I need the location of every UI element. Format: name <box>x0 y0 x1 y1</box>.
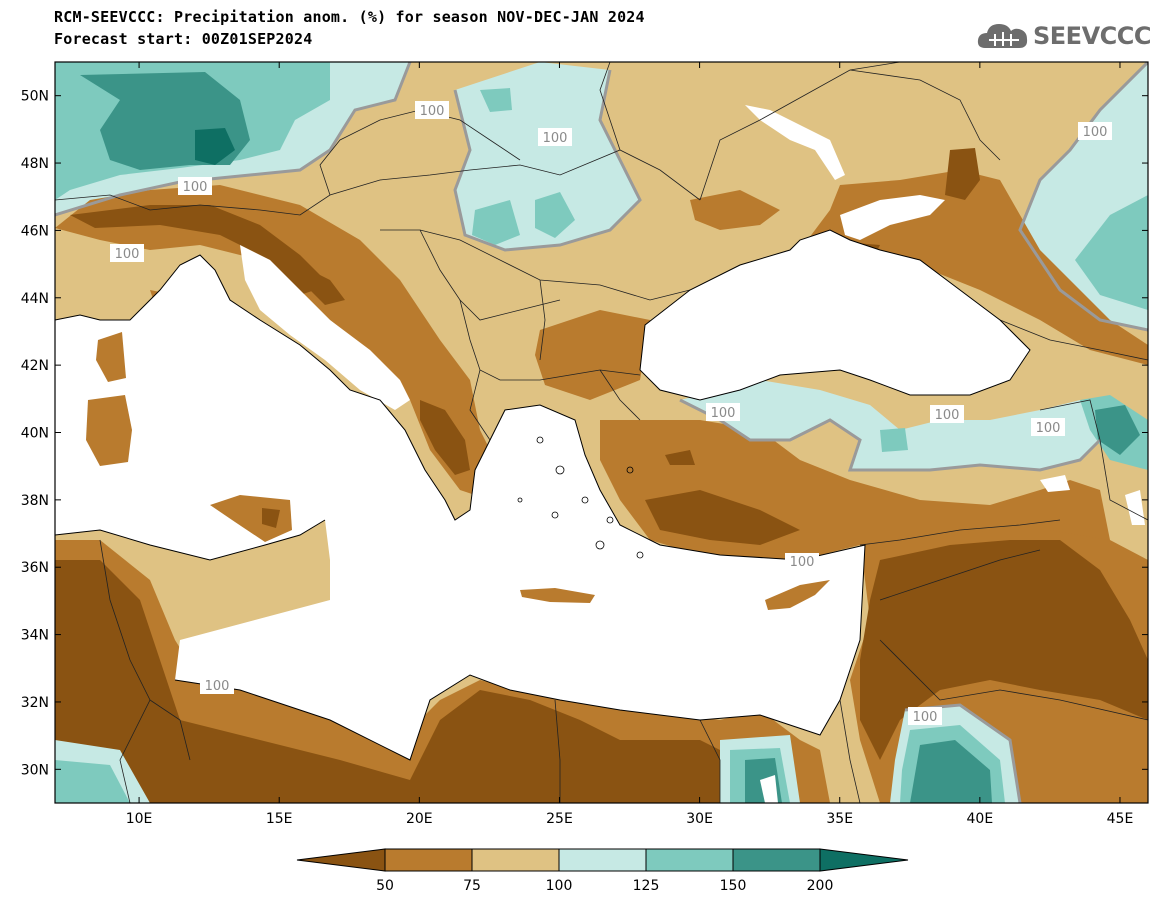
lon-label: 25E <box>546 811 573 827</box>
contour-label-box <box>908 707 942 725</box>
contour-label-box <box>1078 122 1112 140</box>
contour-label: 100 <box>711 406 736 421</box>
lon-label: 20E <box>406 811 433 827</box>
colorbar-label: 75 <box>463 878 481 894</box>
contour-label: 100 <box>183 180 208 195</box>
contour-label-box <box>415 101 449 119</box>
field-below-50-levant <box>860 540 1148 760</box>
contour-label-box <box>1031 418 1065 436</box>
contour-label: 100 <box>420 104 445 119</box>
colorbar: 50 75 100 125 150 200 <box>296 848 909 894</box>
colorbar-label: 200 <box>807 878 834 894</box>
lat-label: 38N <box>21 493 49 509</box>
colorbar-50-75 <box>384 848 473 872</box>
contour-label-box <box>930 405 964 423</box>
colorbar-75-100 <box>471 848 560 872</box>
forecast-start: Forecast start: 00Z01SEP2024 <box>54 30 313 48</box>
aegean-islands <box>517 436 644 559</box>
lat-label: 34N <box>21 628 49 644</box>
contour-label: 100 <box>913 710 938 725</box>
field-below-50-alps <box>70 205 330 295</box>
lon-label: 30E <box>686 811 713 827</box>
field-150-200-arabia <box>745 740 992 803</box>
lat-label: 50N <box>21 89 49 105</box>
contour-label: 100 <box>935 408 960 423</box>
lon-label: 40E <box>967 811 994 827</box>
colorbar-125-150 <box>645 848 734 872</box>
colorbar-150-200 <box>732 848 821 872</box>
colorbar-label: 125 <box>633 878 660 894</box>
lat-label: 32N <box>21 695 49 711</box>
field-100-125-turkey-north <box>680 380 1100 470</box>
lat-label: 46N <box>21 223 49 239</box>
lat-label: 36N <box>21 560 49 576</box>
colorbar-label: 150 <box>720 878 747 894</box>
colorbar-above-200 <box>819 848 909 872</box>
contour-label: 100 <box>1036 421 1061 436</box>
contour-label: 100 <box>205 679 230 694</box>
field-150-200-turkey-east <box>1095 405 1140 455</box>
contour-label-box <box>706 403 740 421</box>
logo-text: SEEVCCC <box>1033 22 1152 50</box>
sea <box>55 105 1145 803</box>
contour-label: 100 <box>1083 125 1108 140</box>
field-below-50-turkey <box>645 450 800 545</box>
contour-label: 100 <box>543 131 568 146</box>
contour-label-box <box>538 128 572 146</box>
contour-label: 100 <box>115 247 140 262</box>
lat-label: 40N <box>21 426 49 442</box>
axis-labels: 10E 15E 20E 25E 30E 35E 40E 45E 50N 48N 46N 44N 42N 4… <box>21 89 1134 827</box>
field-125-150-central <box>472 88 575 245</box>
field-50-75-bulgaria <box>535 310 650 400</box>
contour-label-box <box>110 244 144 262</box>
contour-label-box <box>785 553 819 567</box>
lon-label: 35E <box>826 811 853 827</box>
cloud-icon <box>977 24 1028 48</box>
colorbar-below-50 <box>296 848 386 872</box>
contour-label-box <box>178 177 212 195</box>
map-fields: 100 100 100 100 100 100 100 100 100 100 … <box>55 62 1148 803</box>
lon-label: 10E <box>126 811 153 827</box>
lon-label: 45E <box>1107 811 1134 827</box>
field-200-northwest <box>195 128 235 165</box>
lat-label: 42N <box>21 358 49 374</box>
country-borders <box>55 62 1148 803</box>
colorbar-label: 50 <box>376 878 394 894</box>
field-below-50-balkan <box>310 270 470 475</box>
map-title: RCM-SEEVCCC: Precipitation anom. (%) for… <box>54 8 645 26</box>
field-below-50-north-africa <box>55 560 760 803</box>
lat-label: 48N <box>21 156 49 172</box>
field-125-150-turkey-north <box>880 395 1148 470</box>
lat-label: 44N <box>21 291 49 307</box>
seevccc-logo: SEEVCCC <box>977 20 1152 52</box>
axis-ticks <box>55 62 1148 803</box>
lat-label: 30N <box>21 762 49 778</box>
coastlines <box>55 229 1031 761</box>
contour-label-box <box>200 676 234 694</box>
field-125-150-northeast <box>1075 195 1148 310</box>
contour-label: 100 <box>790 555 815 570</box>
contour-labels: 100 100 100 100 100 100 100 100 100 100 … <box>110 101 1112 725</box>
islands <box>86 332 830 610</box>
lon-label: 15E <box>266 811 293 827</box>
colorbar-100-125 <box>558 848 647 872</box>
colorbar-label: 100 <box>546 878 573 894</box>
